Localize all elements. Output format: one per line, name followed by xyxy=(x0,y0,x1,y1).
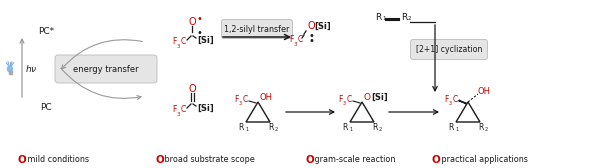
FancyBboxPatch shape xyxy=(55,55,157,83)
Text: C: C xyxy=(243,94,249,103)
Text: practical applications: practical applications xyxy=(439,156,528,164)
Text: R: R xyxy=(238,123,243,133)
Text: 3: 3 xyxy=(343,101,346,106)
Text: PC*: PC* xyxy=(38,28,54,36)
Text: O: O xyxy=(364,93,371,101)
Text: R: R xyxy=(372,123,377,133)
Text: O: O xyxy=(305,155,313,165)
Text: R: R xyxy=(342,123,347,133)
Text: R: R xyxy=(448,123,454,133)
Text: 3: 3 xyxy=(294,42,297,47)
Text: F: F xyxy=(234,94,238,103)
Text: energy transfer: energy transfer xyxy=(73,65,139,74)
Text: 2: 2 xyxy=(485,127,488,132)
Text: •: • xyxy=(197,14,203,24)
FancyBboxPatch shape xyxy=(222,19,293,38)
Text: R: R xyxy=(375,13,381,23)
FancyBboxPatch shape xyxy=(411,39,488,59)
Text: F: F xyxy=(338,94,342,103)
Text: R: R xyxy=(478,123,483,133)
Text: C: C xyxy=(181,37,186,47)
Text: [Si]: [Si] xyxy=(197,35,214,45)
Text: O: O xyxy=(18,155,27,165)
Text: 1: 1 xyxy=(245,127,248,132)
Text: •: • xyxy=(308,31,314,41)
Text: •: • xyxy=(308,36,314,46)
Text: 1: 1 xyxy=(349,127,352,132)
Text: O: O xyxy=(432,155,441,165)
Text: 2: 2 xyxy=(379,127,382,132)
Text: PC: PC xyxy=(40,103,52,113)
Text: O: O xyxy=(155,155,164,165)
Text: O: O xyxy=(188,84,196,94)
Text: F: F xyxy=(172,37,176,47)
Text: OH: OH xyxy=(478,88,491,96)
Text: 3: 3 xyxy=(239,101,242,106)
Text: 1: 1 xyxy=(455,127,458,132)
Text: F: F xyxy=(444,94,448,103)
Text: mild conditions: mild conditions xyxy=(25,156,89,164)
Text: 1,2-silyl transfer: 1,2-silyl transfer xyxy=(224,25,290,33)
Text: C: C xyxy=(453,94,458,103)
Text: OH: OH xyxy=(260,93,273,101)
Text: 3: 3 xyxy=(177,112,181,117)
Ellipse shape xyxy=(8,66,13,72)
Text: 2: 2 xyxy=(408,16,411,21)
Text: C: C xyxy=(181,106,186,115)
Text: O: O xyxy=(307,21,315,31)
Text: [Si]: [Si] xyxy=(314,22,331,31)
Text: C: C xyxy=(298,35,303,45)
Text: [2+1] cyclization: [2+1] cyclization xyxy=(416,45,482,54)
Text: F: F xyxy=(289,35,293,45)
Text: 2: 2 xyxy=(275,127,278,132)
Text: 3: 3 xyxy=(177,44,181,49)
Text: C: C xyxy=(347,94,352,103)
Text: [Si]: [Si] xyxy=(371,93,388,101)
Text: •: • xyxy=(196,28,202,38)
Text: broad substrate scope: broad substrate scope xyxy=(162,156,254,164)
Text: [Si]: [Si] xyxy=(197,103,214,113)
Text: R: R xyxy=(268,123,274,133)
Text: 3: 3 xyxy=(449,101,452,106)
Text: O: O xyxy=(188,17,196,27)
Text: R: R xyxy=(401,13,407,23)
Text: 1: 1 xyxy=(382,16,386,21)
Polygon shape xyxy=(459,100,466,104)
Bar xyxy=(8,71,11,74)
Text: $h\nu$: $h\nu$ xyxy=(25,62,38,74)
Text: gram-scale reaction: gram-scale reaction xyxy=(312,156,395,164)
Text: F: F xyxy=(172,106,176,115)
